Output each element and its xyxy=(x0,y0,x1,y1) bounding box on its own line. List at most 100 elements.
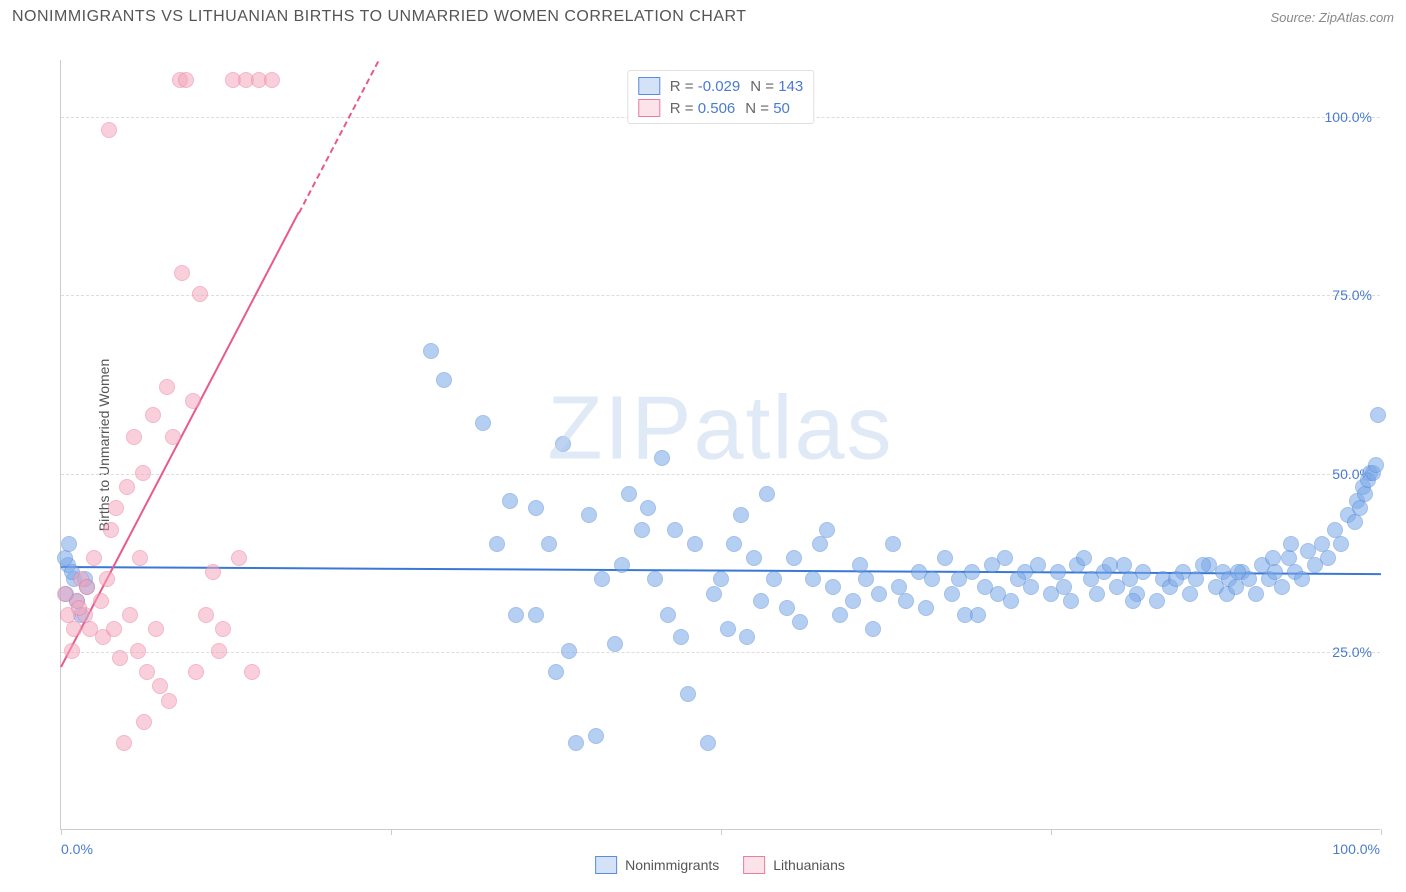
data-point-nonimmigrants xyxy=(634,522,650,538)
correlation-legend: R = -0.029N = 143R = 0.506N = 50 xyxy=(627,70,814,124)
data-point-lithuanians xyxy=(116,735,132,751)
data-point-nonimmigrants xyxy=(720,621,736,637)
source-attribution: Source: ZipAtlas.com xyxy=(1270,10,1394,25)
data-point-lithuanians xyxy=(205,564,221,580)
data-point-nonimmigrants xyxy=(1182,586,1198,602)
series-legend: NonimmigrantsLithuanians xyxy=(595,856,845,874)
gridline-h xyxy=(61,295,1380,296)
data-point-nonimmigrants xyxy=(786,550,802,566)
data-point-nonimmigrants xyxy=(555,436,571,452)
data-point-lithuanians xyxy=(122,607,138,623)
data-point-nonimmigrants xyxy=(1003,593,1019,609)
data-point-nonimmigrants xyxy=(640,500,656,516)
data-point-nonimmigrants xyxy=(667,522,683,538)
data-point-nonimmigrants xyxy=(1149,593,1165,609)
x-tick-mark xyxy=(721,829,722,835)
data-point-lithuanians xyxy=(148,621,164,637)
data-point-nonimmigrants xyxy=(819,522,835,538)
data-point-nonimmigrants xyxy=(1320,550,1336,566)
data-point-nonimmigrants xyxy=(700,735,716,751)
data-point-nonimmigrants xyxy=(706,586,722,602)
data-point-nonimmigrants xyxy=(726,536,742,552)
data-point-nonimmigrants xyxy=(561,643,577,659)
legend-stat-row: R = -0.029N = 143 xyxy=(638,75,803,97)
data-point-lithuanians xyxy=(139,664,155,680)
data-point-nonimmigrants xyxy=(1333,536,1349,552)
data-point-lithuanians xyxy=(192,286,208,302)
legend-swatch xyxy=(638,77,660,95)
data-point-lithuanians xyxy=(126,429,142,445)
data-point-nonimmigrants xyxy=(654,450,670,466)
data-point-nonimmigrants xyxy=(1357,486,1373,502)
data-point-nonimmigrants xyxy=(805,571,821,587)
data-point-lithuanians xyxy=(79,579,95,595)
data-point-nonimmigrants xyxy=(1135,564,1151,580)
data-point-lithuanians xyxy=(64,643,80,659)
legend-item-lithuanians: Lithuanians xyxy=(743,856,845,874)
r-stat: R = 0.506 xyxy=(670,100,735,117)
data-point-lithuanians xyxy=(119,479,135,495)
data-point-lithuanians xyxy=(159,379,175,395)
data-point-nonimmigrants xyxy=(680,686,696,702)
data-point-nonimmigrants xyxy=(1063,593,1079,609)
data-point-lithuanians xyxy=(132,550,148,566)
data-point-nonimmigrants xyxy=(825,579,841,595)
data-point-nonimmigrants xyxy=(61,536,77,552)
data-point-nonimmigrants xyxy=(1125,593,1141,609)
data-point-nonimmigrants xyxy=(1230,564,1246,580)
data-point-nonimmigrants xyxy=(885,536,901,552)
data-point-nonimmigrants xyxy=(614,557,630,573)
data-point-nonimmigrants xyxy=(621,486,637,502)
data-point-lithuanians xyxy=(152,678,168,694)
legend-swatch xyxy=(595,856,617,874)
data-point-lithuanians xyxy=(130,643,146,659)
data-point-nonimmigrants xyxy=(57,550,73,566)
data-point-nonimmigrants xyxy=(1368,457,1384,473)
data-point-nonimmigrants xyxy=(792,614,808,630)
scatter-plot: ZIPatlas R = -0.029N = 143R = 0.506N = 5… xyxy=(60,60,1380,830)
data-point-nonimmigrants xyxy=(1294,571,1310,587)
y-tick-label: 75.0% xyxy=(1332,287,1372,303)
data-point-lithuanians xyxy=(86,550,102,566)
data-point-nonimmigrants xyxy=(1010,571,1026,587)
data-point-nonimmigrants xyxy=(1274,579,1290,595)
data-point-nonimmigrants xyxy=(779,600,795,616)
data-point-lithuanians xyxy=(161,693,177,709)
data-point-lithuanians xyxy=(178,72,194,88)
data-point-nonimmigrants xyxy=(964,564,980,580)
data-point-nonimmigrants xyxy=(489,536,505,552)
data-point-lithuanians xyxy=(66,621,82,637)
data-point-nonimmigrants xyxy=(739,629,755,645)
data-point-nonimmigrants xyxy=(673,629,689,645)
x-tick-mark xyxy=(1051,829,1052,835)
data-point-nonimmigrants xyxy=(944,586,960,602)
data-point-nonimmigrants xyxy=(1076,550,1092,566)
data-point-nonimmigrants xyxy=(918,600,934,616)
legend-swatch xyxy=(638,99,660,117)
data-point-nonimmigrants xyxy=(746,550,762,566)
gridline-h xyxy=(61,474,1380,475)
data-point-lithuanians xyxy=(165,429,181,445)
n-stat: N = 143 xyxy=(750,78,803,95)
data-point-nonimmigrants xyxy=(924,571,940,587)
data-point-nonimmigrants xyxy=(687,536,703,552)
data-point-nonimmigrants xyxy=(832,607,848,623)
data-point-nonimmigrants xyxy=(1102,557,1118,573)
data-point-lithuanians xyxy=(99,571,115,587)
data-point-nonimmigrants xyxy=(541,536,557,552)
gridline-h xyxy=(61,652,1380,653)
data-point-lithuanians xyxy=(93,593,109,609)
data-point-nonimmigrants xyxy=(766,571,782,587)
data-point-nonimmigrants xyxy=(594,571,610,587)
data-point-nonimmigrants xyxy=(1370,407,1386,423)
x-tick-mark xyxy=(391,829,392,835)
data-point-nonimmigrants xyxy=(733,507,749,523)
data-point-nonimmigrants xyxy=(1195,557,1211,573)
data-point-lithuanians xyxy=(264,72,280,88)
data-point-nonimmigrants xyxy=(1030,557,1046,573)
data-point-nonimmigrants xyxy=(508,607,524,623)
chart-container: Births to Unmarried Women ZIPatlas R = -… xyxy=(50,50,1390,840)
legend-swatch xyxy=(743,856,765,874)
data-point-nonimmigrants xyxy=(528,500,544,516)
x-tick-label: 100.0% xyxy=(1333,841,1380,857)
